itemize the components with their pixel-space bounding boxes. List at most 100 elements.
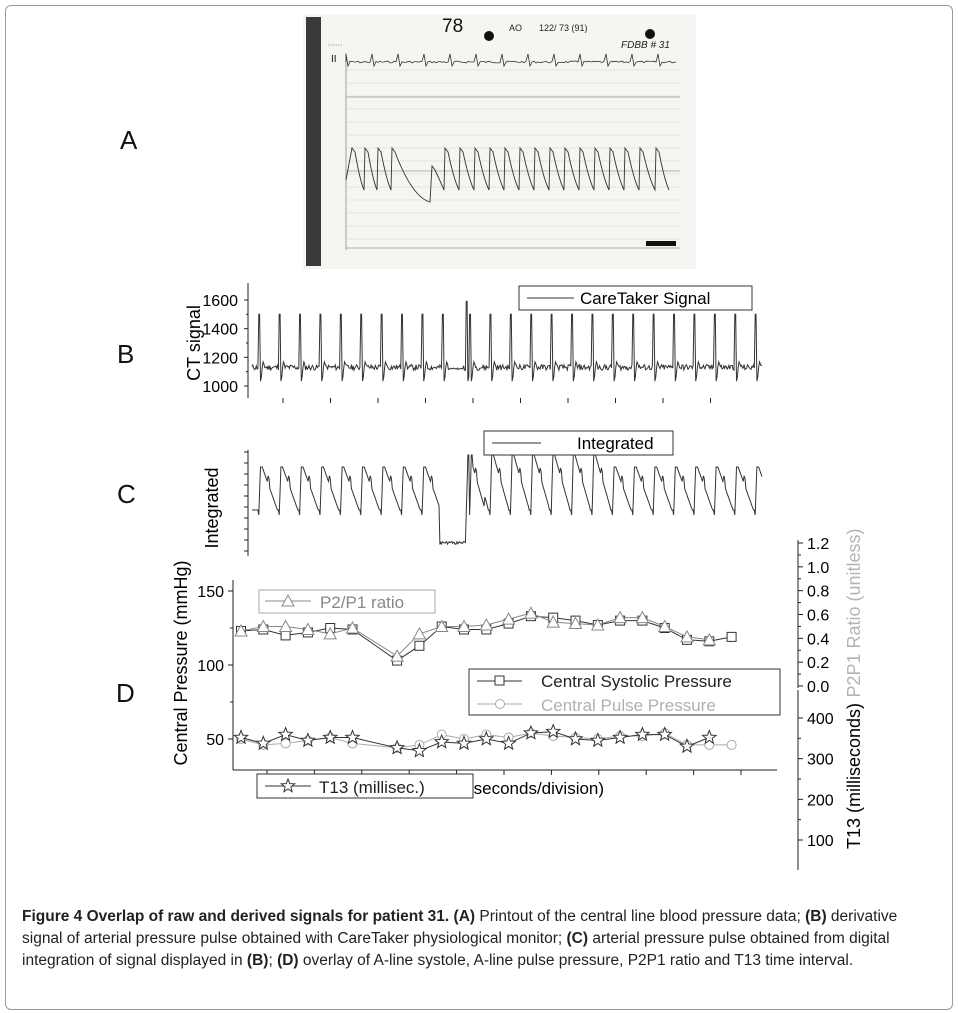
panel-d-right-top-tick-label: 1.0: [807, 560, 829, 577]
series-p2-p1-ratio-point: [479, 617, 494, 631]
series-central-systolic-pressure-point: [414, 640, 425, 651]
series-p2-p1-ratio-point: [568, 616, 583, 630]
panel-d-series: [232, 606, 737, 758]
panel-b-legend-label: CareTaker Signal: [580, 289, 710, 308]
printout-bp-label: AO: [509, 23, 522, 33]
series-t13-millisec-point: [255, 735, 272, 751]
printout-header-left: • • • • • •: [328, 42, 343, 47]
caption-b-tag: (B): [805, 908, 827, 925]
legend-t13-star: [279, 777, 297, 793]
caption-a-tag: (A): [453, 908, 476, 925]
caption-d-tag: (D): [277, 952, 299, 969]
series-t13-millisec-point: [344, 729, 361, 745]
panel-b-y-ticks: 1000 1200 1400 1600: [202, 293, 248, 396]
printout-paper: [303, 14, 696, 269]
panel-label-c: C: [117, 479, 136, 509]
series-central-pulse-pressure-point: [280, 738, 291, 749]
printout-dot-left: [484, 31, 494, 41]
printout-heart-rate: 78: [442, 16, 463, 37]
panel-d-right-bottom-tick-label: 300: [807, 752, 834, 769]
figure-caption: Figure 4 Overlap of raw and derived sign…: [22, 906, 937, 972]
panel-b-chart: 1000 1200 1400 1600 CT signal CareTaker Sig…: [184, 283, 763, 403]
panel-d-x-ticks: [266, 770, 742, 775]
series-t13-millisec-point: [299, 732, 316, 748]
panel-d-right-bottom-tick-label: 200: [807, 792, 834, 809]
panel-d-right-bottom-ticks: 100 200 300 400: [798, 711, 834, 850]
panel-c-y-ticks: [244, 451, 248, 552]
legend-p2p1-marker: [281, 593, 295, 607]
series-p2-p1-ratio-point: [390, 649, 404, 662]
caption-b-text: derivative signal of arterial pressure p…: [22, 908, 898, 947]
panel-label-d: D: [116, 678, 135, 708]
panel-d-right-top-tick-label: 0.2: [807, 655, 829, 672]
panel-c-chart: Integrated Integrated: [202, 430, 763, 556]
series-p2-p1-ratio-point: [345, 620, 360, 634]
series-p2-p1-ratio-point: [434, 619, 449, 633]
panel-b-y-tick-label: 1000: [202, 379, 238, 396]
panel-d-right-top-tick-label: 1.2: [807, 536, 829, 553]
series-central-systolic-pressure-line: [240, 615, 732, 662]
legend-systolic-label: Central Systolic Pressure: [541, 672, 732, 691]
series-t13-millisec-point: [589, 732, 606, 748]
series-p2-p1-ratio-point: [546, 615, 561, 628]
printout-scribble: [646, 241, 676, 246]
series-t13-millisec-point: [277, 726, 294, 742]
series-p2-p1-ratio-point: [301, 622, 315, 635]
series-t13-millisec-point: [232, 729, 250, 745]
series-t13-millisec-point: [612, 729, 629, 745]
panel-d-left-label: Central Pressure (mmHg): [171, 560, 191, 765]
series-t13-millisec-point: [478, 730, 495, 746]
panel-d-right-top-label: P2P1 Ratio (unitless): [844, 528, 864, 697]
panel-label-a: A: [120, 125, 138, 155]
panel-label-b: B: [117, 339, 134, 369]
panel-d-left-tick-label: 50: [206, 732, 224, 749]
panel-b-series-caretaker: [251, 300, 763, 382]
printout-panel: • • • • • • 78 AO 122/ 73 (91) FDBB # 31…: [303, 14, 696, 269]
caption-sep: ;: [268, 952, 278, 969]
caption-d-text: overlay of A-line systole, A-line pulse …: [298, 952, 854, 969]
series-p2-p1-ratio-point: [278, 619, 293, 633]
printout-lead-label: II: [331, 54, 337, 65]
series-p2-p1-ratio-point: [590, 617, 605, 631]
legend-pressure: [468, 668, 781, 716]
legend-pulse-marker: [495, 699, 505, 709]
printout-bp-value: 122/ 73 (91): [539, 23, 588, 33]
caption-title: Figure 4 Overlap of raw and derived sign…: [22, 908, 450, 925]
series-t13-millisec-point: [455, 735, 473, 751]
panel-d-left-tick-label: 150: [197, 584, 224, 601]
printout-margin-bar: [306, 17, 321, 266]
series-p2-p1-ratio-point: [524, 606, 538, 619]
series-t13-millisec-point: [701, 729, 718, 745]
legend-t13-marker: [279, 777, 297, 793]
legend-t13-label: T13 (millisec.): [319, 778, 425, 797]
panel-d-right-top-tick-label: 0.6: [807, 608, 829, 625]
caption-c-tag: (C): [566, 930, 589, 947]
series-t13-millisec-point: [522, 724, 539, 740]
figure-canvas: A B C D • • • • • • 78 AO 122/ 73 (91) F…: [116, 14, 864, 870]
series-p2-p1-ratio-point: [657, 619, 672, 633]
series-t13-millisec-point: [389, 739, 406, 755]
series-p2-p1-ratio-point: [613, 610, 627, 624]
panel-b-y-label: CT signal: [184, 305, 204, 381]
series-p2-p1-ratio-point: [457, 619, 471, 633]
series-t13-millisec-point: [567, 730, 584, 746]
panel-b-y-tick-label: 1600: [202, 293, 238, 310]
series-p2-p1-ratio-point: [256, 619, 271, 633]
panel-d-right-top-tick-label: 0.0: [807, 679, 829, 696]
legend-p2p1-label: P2/P1 ratio: [320, 593, 404, 612]
series-p2-p1-ratio-point: [635, 610, 650, 624]
panel-d-left-ticks: 50 100 150: [197, 584, 233, 749]
caption-a-text: Printout of the central line blood press…: [475, 908, 806, 925]
series-t13-millisec-point: [634, 726, 651, 742]
panel-d-right-bottom-label: T13 (milliseconds): [844, 703, 864, 849]
panel-d-right-bottom-tick-label: 100: [807, 833, 834, 850]
series-t13-millisec-point: [433, 733, 450, 749]
series-t13-millisec-point: [656, 726, 673, 742]
panel-c-y-label: Integrated: [202, 467, 222, 548]
printout-ecg-trace: [345, 53, 677, 68]
panel-c-legend-label: Integrated: [577, 434, 654, 453]
series-p2-p1-ratio-point: [702, 632, 717, 646]
panel-c-series-integrated: [252, 454, 763, 546]
series-central-pulse-pressure-point: [726, 739, 737, 750]
